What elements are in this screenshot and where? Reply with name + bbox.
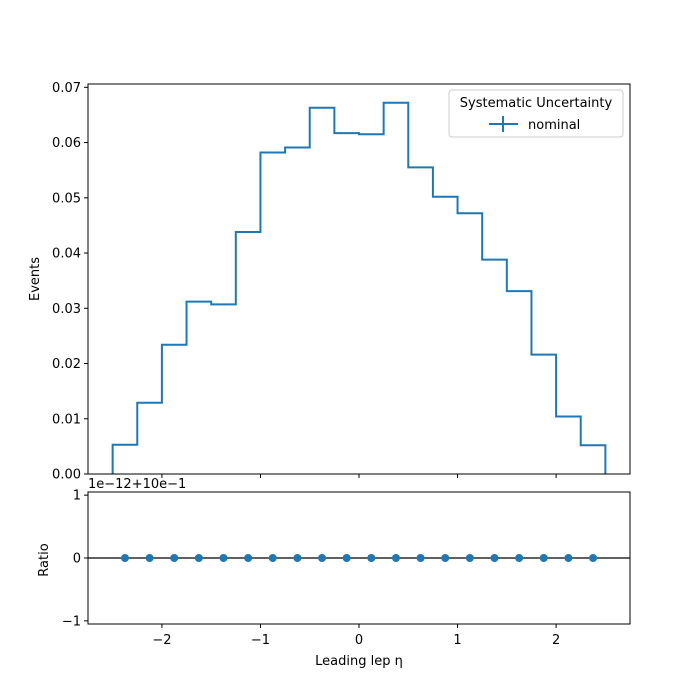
legend-box [448,89,624,138]
main-y-tick-label: 0.01 [52,412,81,427]
ratio-point [145,554,154,562]
ratio-point [219,554,228,562]
main-y-tick-label: 0.04 [52,247,81,262]
ratio-point [170,554,179,562]
main-plot-frame [87,83,631,475]
ratio-x-tick-label: −2 [152,633,171,648]
ratio-panel: −1 0 1 −2 −1 0 1 2 1e−12+10e−1 Ratio Leading l… [37,477,631,669]
main-y-tick-label: 0.07 [52,81,81,96]
ratio-x-ticks: −2 −1 0 1 2 [152,624,560,648]
legend[interactable]: Systematic Uncertainty nominal [448,89,624,138]
ratio-point [490,554,499,562]
ratio-y-tick-label: −1 [62,614,81,629]
ratio-x-tick-label: 2 [552,633,560,648]
ratio-point [268,554,277,562]
ratio-point [342,554,351,562]
ratio-point [416,554,425,562]
main-panel: 0.000.010.020.030.040.050.060.07 Events … [28,81,631,483]
ratio-x-tick-label: −1 [251,633,270,648]
histogram-step-line [111,101,607,474]
ratio-y-tick-label: 1 [73,489,81,504]
legend-entry-nominal: nominal [528,118,580,133]
main-x-ticks [161,474,557,478]
ratio-y-ticks: −1 0 1 [62,489,88,629]
ratio-point [441,554,450,562]
ratio-point [293,554,302,562]
main-y-tick-label: 0.05 [52,191,81,206]
ratio-y-tick-label: 0 [73,552,81,567]
main-y-tick-label: 0.03 [52,302,81,317]
ratio-point [589,554,598,562]
ratio-point [194,554,203,562]
main-y-axis-label: Events [28,257,43,301]
ratio-point [318,554,327,562]
ratio-x-tick-label: 0 [355,633,363,648]
ratio-point [564,554,573,562]
ratio-point [515,554,524,562]
ratio-point [120,554,129,562]
ratio-point [367,554,376,562]
ratio-y-axis-label: Ratio [37,543,52,576]
main-y-tick-label: 0.02 [52,357,81,372]
main-y-tick-label: 0.00 [52,468,81,483]
legend-title: Systematic Uncertainty [460,96,613,111]
ratio-point [539,554,548,562]
x-axis-label: Leading lep η [315,654,403,669]
ratio-x-tick-label: 1 [453,633,461,648]
ratio-plot-frame [87,491,631,625]
ratio-point [391,554,400,562]
ratio-point [244,554,253,562]
ratio-point [465,554,474,562]
main-y-ticks: 0.00 0.01 0.02 0.03 0.04 0.05 0.06 0.07 [52,81,88,483]
ratio-offset-text: 1e−12+10e−1 [88,477,186,492]
ratio-points [120,554,598,562]
main-y-tick-label: 0.06 [52,136,81,151]
